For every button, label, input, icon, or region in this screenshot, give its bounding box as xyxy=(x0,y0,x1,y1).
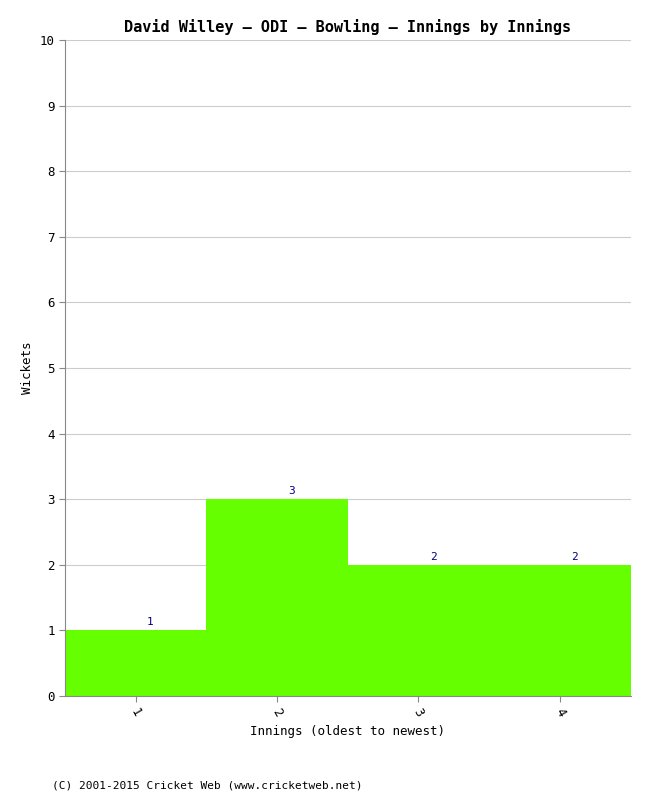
Title: David Willey – ODI – Bowling – Innings by Innings: David Willey – ODI – Bowling – Innings b… xyxy=(124,18,571,34)
Bar xyxy=(489,565,630,696)
Bar xyxy=(65,630,207,696)
Text: 2: 2 xyxy=(430,551,437,562)
Bar xyxy=(348,565,489,696)
X-axis label: Innings (oldest to newest): Innings (oldest to newest) xyxy=(250,725,445,738)
Text: 3: 3 xyxy=(289,486,295,496)
Text: (C) 2001-2015 Cricket Web (www.cricketweb.net): (C) 2001-2015 Cricket Web (www.cricketwe… xyxy=(52,781,363,790)
Y-axis label: Wickets: Wickets xyxy=(21,342,34,394)
Bar xyxy=(207,499,348,696)
Text: 1: 1 xyxy=(147,617,154,627)
Text: 2: 2 xyxy=(571,551,578,562)
